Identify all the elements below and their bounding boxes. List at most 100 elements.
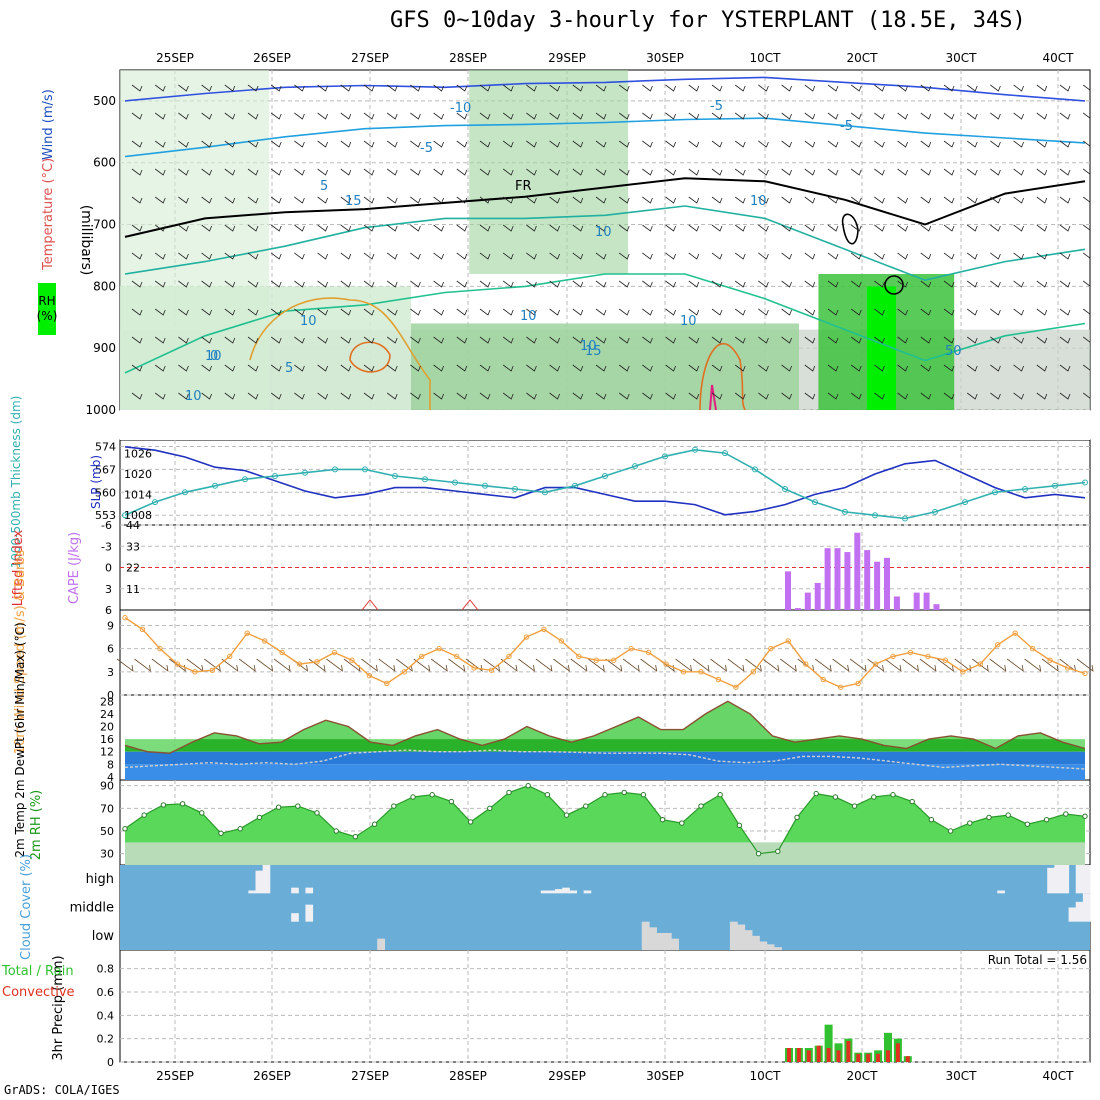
wind-barb	[549, 308, 560, 316]
wind-barb	[1036, 196, 1048, 204]
wind-barb	[386, 168, 398, 176]
temperature-area	[125, 701, 1085, 754]
wind-barb	[178, 336, 189, 344]
wind-barb	[804, 308, 816, 316]
cloud-high-bar	[555, 889, 563, 894]
wind-barb	[201, 112, 212, 120]
wind-barb	[247, 308, 259, 316]
wind-barb	[758, 224, 769, 232]
lifted-index-spike	[461, 599, 479, 611]
wind-barb	[943, 84, 955, 92]
upper-side-labels: Temperature (°C)Wind (m/s)	[41, 89, 56, 271]
wind-barb	[224, 112, 236, 120]
wind-barb	[711, 112, 723, 120]
wind-barb	[711, 252, 723, 260]
wind-barb	[224, 336, 236, 344]
wind-speed-point	[750, 669, 757, 675]
wind-speed-point	[855, 680, 861, 687]
wind-barb	[665, 224, 676, 232]
wind-barb	[804, 392, 816, 400]
wind-barb-10m	[780, 658, 797, 672]
wind-barb	[990, 84, 1001, 92]
thickness-point	[392, 472, 398, 479]
precip-tick-label: 0.6	[97, 986, 115, 999]
wind-barb	[317, 280, 328, 288]
wind-barb	[178, 140, 189, 148]
rh2m-tick-label: 70	[100, 802, 114, 815]
wind-barb	[224, 140, 236, 148]
wind-speed-point	[122, 615, 128, 621]
wind-barb	[595, 364, 607, 372]
wind-barb	[1036, 112, 1048, 120]
precip-total-bar	[884, 1032, 892, 1062]
wind-barb	[1013, 336, 1024, 344]
cape-bar	[923, 592, 930, 610]
wind-barb	[224, 308, 236, 316]
cloud-high-bar	[1047, 867, 1055, 894]
slp-axis-label: SLP (mb)	[89, 455, 103, 509]
wind-barb	[827, 308, 839, 316]
wind-barb	[154, 168, 166, 176]
wind-barb	[1036, 280, 1048, 288]
wind-barb	[618, 336, 630, 344]
contour-label: 15	[585, 344, 602, 359]
top-day-label: 30CT	[946, 51, 978, 65]
wind-barb	[479, 196, 491, 204]
pressure-tick-label: 600	[93, 156, 116, 170]
cape-bar	[884, 557, 890, 610]
wind-speed-point	[628, 645, 634, 652]
temperature-tick-label: 12	[100, 746, 114, 759]
wind-barb	[781, 308, 792, 316]
wind-barb	[920, 140, 932, 148]
rh2m-point	[640, 792, 647, 798]
rh2m-point	[698, 803, 704, 809]
wind-barb	[201, 364, 212, 372]
wind-barb	[1013, 224, 1024, 232]
top-day-label: 30SEP	[646, 51, 684, 65]
wind-barb	[247, 336, 259, 344]
wind-speed-point	[820, 676, 826, 683]
wind-barb	[990, 252, 1001, 260]
wind-barb	[595, 196, 607, 204]
panel-frame-wind	[119, 609, 1091, 696]
rh2m-tick-label: 50	[100, 825, 114, 838]
cape-bar	[844, 552, 851, 610]
cape-bar	[785, 571, 791, 610]
bottom-day-label: 25SEP	[156, 1069, 194, 1083]
rh2m-point	[947, 828, 954, 834]
wind-barb	[618, 280, 630, 288]
wind-barb	[734, 140, 746, 148]
wind-barb	[201, 280, 212, 288]
wind-barb	[688, 392, 700, 400]
wind-barb	[1013, 364, 1024, 372]
wind-barb	[966, 168, 978, 176]
wind-barb-10m	[675, 658, 693, 672]
wind-barb	[270, 252, 282, 260]
rh2m-point	[1043, 816, 1050, 823]
wind-barb	[1082, 280, 1090, 287]
wind-barb	[526, 252, 537, 260]
cloud-middle-bar	[1075, 901, 1084, 922]
rh2m-point	[295, 803, 301, 809]
contour-label: 10	[680, 314, 697, 329]
cape-tick-label: 11	[126, 583, 140, 596]
wind-speed-point	[1064, 665, 1071, 671]
rh2m-point	[122, 826, 128, 832]
wind-barb-10m	[1076, 658, 1094, 672]
wind-axis-label: Wind (m/s)	[41, 89, 56, 160]
thickness-point	[782, 486, 788, 493]
wind-barb	[1013, 252, 1024, 260]
wind-barb	[758, 112, 769, 120]
wind-barb	[572, 308, 584, 316]
rh2m-point	[352, 833, 359, 840]
wind-barb	[920, 308, 932, 316]
wind-barb	[317, 392, 328, 400]
wind-barb	[224, 364, 236, 372]
lifted-index-tick-label: -3	[101, 540, 112, 553]
wind-barb	[294, 84, 305, 92]
upper-air-plot	[120, 70, 1090, 410]
wind-barb	[178, 308, 189, 316]
wind-barb-10m	[622, 658, 640, 672]
wind-barb	[642, 252, 653, 260]
rh2m-point	[179, 801, 186, 807]
